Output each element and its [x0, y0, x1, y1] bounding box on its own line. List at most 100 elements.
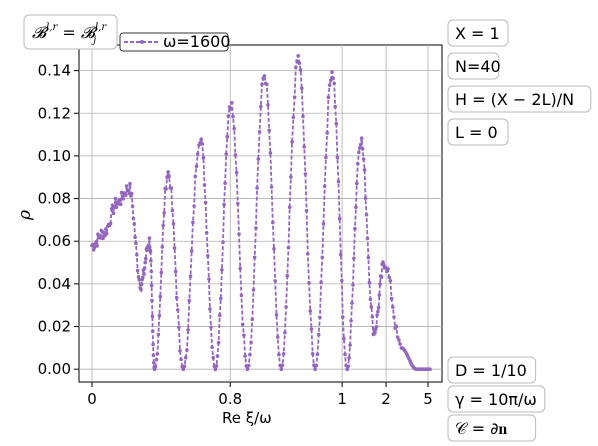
- data-point: [215, 354, 220, 358]
- data-point: [150, 314, 155, 319]
- data-point: [359, 136, 364, 140]
- data-point: [336, 179, 341, 184]
- data-point: [428, 367, 432, 372]
- data-point: [242, 333, 246, 338]
- data-point: [202, 183, 207, 187]
- data-point: [225, 134, 230, 139]
- data-point: [191, 220, 195, 225]
- data-point: [349, 319, 353, 323]
- data-point: [397, 338, 401, 342]
- data-point: [181, 367, 186, 372]
- data-point: [200, 142, 205, 146]
- data-point: [210, 345, 214, 350]
- data-point: [273, 279, 278, 283]
- data-point: [335, 155, 340, 160]
- data-point: [367, 280, 372, 285]
- data-point: [154, 357, 159, 362]
- data-point: [182, 364, 187, 369]
- data-point: [334, 121, 339, 126]
- y-tick-label: 0.04: [38, 275, 71, 293]
- x-axis-label: Re ξ/ω: [222, 409, 272, 427]
- data-point: [126, 188, 131, 192]
- data-point: [363, 196, 368, 200]
- data-point: [131, 216, 136, 221]
- annotation-right-top-text: N=40: [455, 57, 501, 76]
- data-point: [219, 296, 223, 301]
- data-point: [378, 282, 382, 286]
- data-point: [251, 288, 256, 292]
- data-point: [194, 164, 199, 169]
- data-point: [376, 305, 381, 310]
- data-point: [374, 325, 379, 329]
- annotations-right-top: X = 1 N=40 H = (X − 2L)/N L = 0: [447, 19, 592, 146]
- data-point: [289, 175, 293, 179]
- data-point: [248, 352, 252, 357]
- data-point: [331, 76, 335, 81]
- data-point: [173, 269, 178, 274]
- data-point: [149, 269, 154, 274]
- data-point: [330, 70, 334, 74]
- data-point: [172, 246, 177, 250]
- data-point: [177, 325, 181, 330]
- data-point: [156, 332, 161, 337]
- data-point: [300, 86, 304, 90]
- data-point: [109, 207, 114, 211]
- data-point: [92, 245, 97, 250]
- x-axis-label-text: Re ξ/ω: [222, 409, 272, 427]
- data-point: [342, 336, 346, 341]
- data-point: [239, 293, 244, 298]
- grid-lines: [79, 45, 442, 382]
- data-point: [186, 328, 190, 332]
- data-point: [290, 139, 294, 144]
- data-point: [368, 297, 373, 302]
- data-point: [279, 367, 284, 372]
- data-point: [189, 249, 194, 253]
- data-point: [366, 255, 371, 260]
- data-point: [153, 364, 158, 369]
- data-point: [303, 172, 308, 176]
- data-point: [286, 245, 291, 250]
- data-point: [307, 280, 311, 285]
- data-point: [283, 330, 287, 335]
- data-point: [199, 137, 203, 141]
- data-point: [139, 287, 143, 292]
- data-point: [151, 342, 155, 347]
- annotation-right-top-text: H = (X − 2L)/N: [455, 90, 574, 109]
- data-point: [353, 226, 357, 231]
- data-point: [324, 155, 328, 160]
- data-point: [164, 187, 168, 191]
- data-point: [94, 240, 98, 244]
- data-point: [111, 211, 116, 216]
- data-point: [346, 364, 351, 369]
- annotation-right-bottom-text: D = 1/10: [455, 361, 527, 380]
- data-point: [143, 260, 147, 265]
- data-point: [118, 202, 123, 206]
- x-tick-label: 2: [381, 390, 391, 408]
- data-point: [101, 236, 105, 241]
- data-point: [310, 352, 315, 356]
- data-point: [145, 248, 149, 252]
- data-point: [148, 245, 152, 250]
- data-point: [214, 364, 219, 368]
- data-point: [392, 315, 396, 319]
- data-point: [204, 231, 209, 235]
- data-point: [389, 296, 394, 301]
- data-point: [148, 250, 153, 254]
- data-point: [252, 255, 257, 260]
- data-point: [226, 114, 231, 118]
- legend: ω=1600: [119, 32, 231, 52]
- data-point: [167, 174, 171, 178]
- data-point: [297, 61, 302, 65]
- data-point: [135, 268, 140, 273]
- legend-marker-sample: [140, 40, 144, 44]
- data-point: [217, 313, 222, 318]
- data-point: [166, 170, 170, 174]
- annotation-right-top-box: [447, 52, 500, 80]
- data-point: [306, 252, 310, 256]
- data-point: [223, 181, 227, 186]
- data-point: [237, 232, 241, 236]
- x-tick-label: 0.8: [218, 390, 242, 408]
- data-point: [274, 313, 279, 317]
- data-point: [224, 152, 228, 156]
- data-point: [133, 235, 137, 239]
